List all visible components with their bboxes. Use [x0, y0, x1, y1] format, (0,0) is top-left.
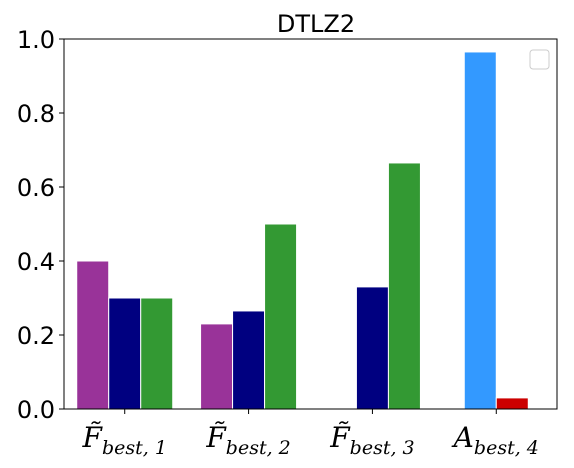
- chart-title: DTLZ2: [277, 10, 355, 38]
- x-tick-label: Abest, 4: [451, 421, 539, 459]
- legend-box: [529, 49, 550, 70]
- x-axis: F̃best, 1 F̃best, 2 F̃best, 3 Abest, 4: [82, 409, 539, 459]
- x-tick-label: F̃best, 2: [205, 421, 290, 459]
- x-tick-label-subscript: best, 2: [226, 437, 291, 459]
- bar: [495, 397, 529, 410]
- bar: [200, 323, 234, 410]
- x-tick-label-subscript: best, 3: [350, 437, 415, 459]
- x-tick-label-subscript: best, 1: [102, 437, 167, 459]
- bar: [108, 297, 142, 410]
- x-tick-label-main: F̃: [329, 421, 351, 454]
- bar: [232, 310, 266, 410]
- y-tick-label: 0.8: [17, 100, 55, 128]
- y-axis: 0.0 0.2 0.4 0.6 0.8 1.0: [17, 26, 64, 424]
- x-tick-label-main: F̃: [205, 421, 227, 454]
- x-tick-label-main: A: [451, 421, 474, 454]
- x-tick-label-subscript: best, 4: [474, 437, 539, 459]
- bar: [76, 260, 110, 410]
- plot-frame: [63, 38, 558, 410]
- x-tick-label: F̃best, 1: [82, 421, 167, 459]
- y-tick-label: 0.6: [17, 174, 55, 202]
- x-tick-label: F̃best, 3: [329, 421, 414, 459]
- bar: [355, 286, 389, 410]
- y-tick-label: 0.0: [17, 396, 55, 424]
- bar: [140, 297, 174, 410]
- bar: [463, 51, 497, 410]
- bar: [387, 162, 421, 410]
- y-tick-label: 1.0: [17, 26, 55, 54]
- bar: [264, 223, 298, 410]
- x-tick-label-main: F̃: [82, 421, 104, 454]
- y-tick-label: 0.4: [17, 248, 55, 276]
- bars-layer: [76, 51, 529, 410]
- y-tick-label: 0.2: [17, 322, 55, 350]
